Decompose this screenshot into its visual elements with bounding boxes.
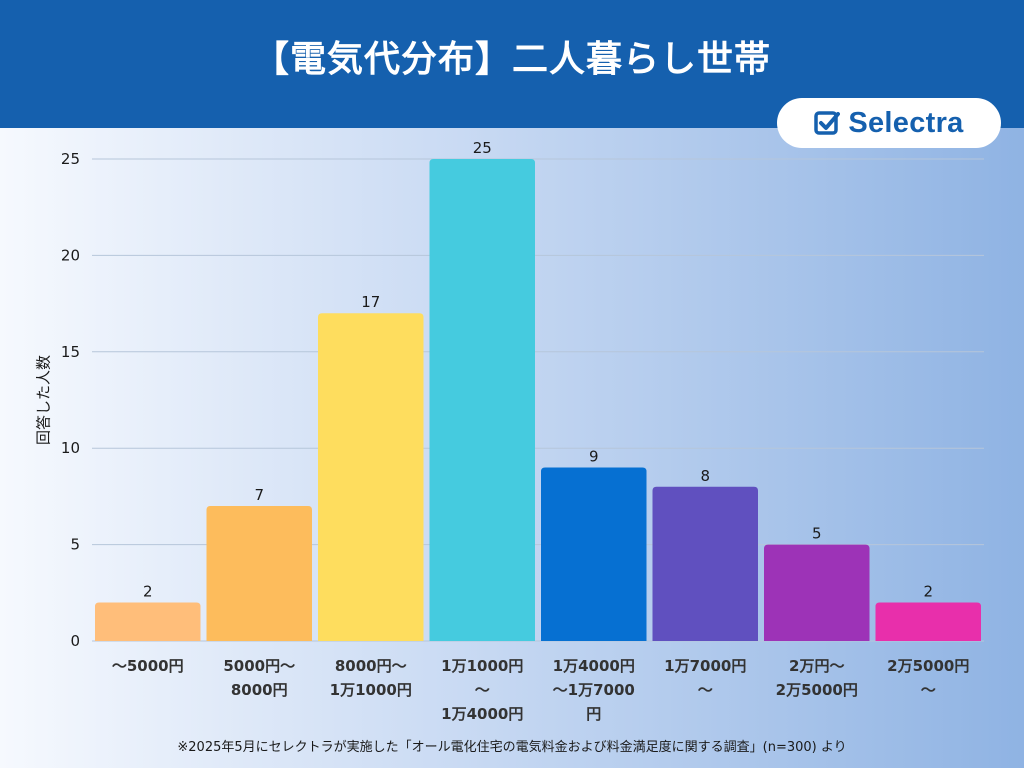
selectra-logo: Selectra: [777, 98, 1001, 148]
page-title: 【電気代分布】二人暮らし世帯: [252, 39, 771, 80]
bar: [541, 467, 647, 641]
bar-value-label: 25: [473, 139, 492, 157]
bar: [95, 602, 201, 641]
x-tick-label: 2万円〜 2万5000円: [775, 657, 858, 699]
check-box-icon: [814, 111, 841, 135]
bar: [318, 313, 424, 641]
x-tick-label: 1万1000円 〜 1万4000円: [441, 657, 524, 723]
footnote: ※2025年5月にセレクトラが実施した「オール電化住宅の電気料金および料金満足度…: [177, 740, 847, 755]
y-tick-label: 5: [70, 536, 80, 554]
bar: [764, 544, 870, 641]
bar-value-label: 17: [361, 293, 380, 311]
y-tick-label: 0: [70, 632, 80, 650]
bar-value-label: 7: [254, 486, 264, 504]
bar-value-label: 9: [589, 447, 599, 465]
header-banner: 【電気代分布】二人暮らし世帯: [0, 0, 1024, 128]
y-tick-label: 20: [61, 246, 80, 264]
x-tick-label: 2万5000円 〜: [887, 657, 970, 699]
x-tick-label: 1万7000円 〜: [664, 657, 747, 699]
bar-value-label: 5: [812, 525, 822, 543]
logo-text: Selectra: [848, 106, 964, 139]
bar-value-label: 8: [700, 467, 710, 485]
x-tick-label: 〜5000円: [111, 657, 184, 675]
x-tick-label: 1万4000円 〜1万7000 円: [552, 657, 635, 723]
bar: [875, 602, 981, 641]
bar: [652, 486, 758, 641]
y-tick-label: 15: [61, 343, 80, 361]
bar: [206, 506, 312, 641]
bar-value-label: 2: [143, 582, 153, 600]
x-tick-label: 8000円〜 1万1000円: [329, 657, 412, 699]
y-tick-label: 25: [61, 150, 80, 168]
x-tick-label: 5000円〜 8000円: [223, 657, 296, 699]
bar-value-label: 2: [923, 582, 933, 600]
y-tick-label: 10: [61, 439, 80, 457]
bar: [429, 159, 535, 641]
